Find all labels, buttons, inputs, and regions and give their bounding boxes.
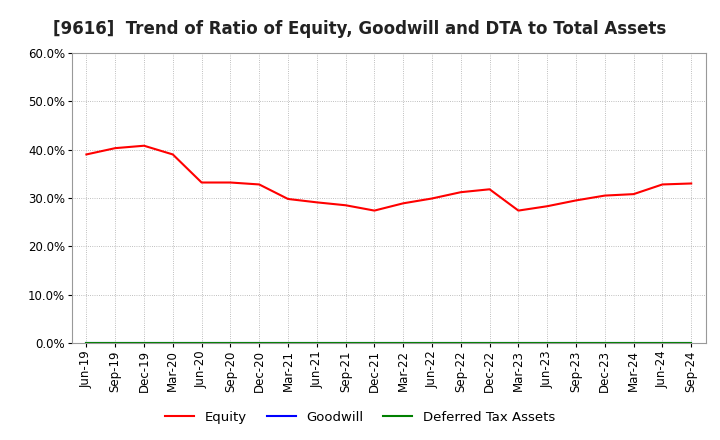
Deferred Tax Assets [341, 341, 350, 346]
Equity [629, 191, 638, 197]
Equity [572, 198, 580, 203]
Goodwill [226, 341, 235, 346]
Legend: Equity, Goodwill, Deferred Tax Assets: Equity, Goodwill, Deferred Tax Assets [160, 405, 560, 429]
Deferred Tax Assets [111, 341, 120, 346]
Goodwill [629, 341, 638, 346]
Deferred Tax Assets [312, 341, 321, 346]
Text: [9616]  Trend of Ratio of Equity, Goodwill and DTA to Total Assets: [9616] Trend of Ratio of Equity, Goodwil… [53, 20, 667, 38]
Goodwill [514, 341, 523, 346]
Equity [197, 180, 206, 185]
Deferred Tax Assets [456, 341, 465, 346]
Line: Equity: Equity [86, 146, 691, 211]
Equity [111, 146, 120, 151]
Equity [140, 143, 148, 148]
Equity [485, 187, 494, 192]
Goodwill [82, 341, 91, 346]
Goodwill [341, 341, 350, 346]
Goodwill [543, 341, 552, 346]
Deferred Tax Assets [226, 341, 235, 346]
Deferred Tax Assets [82, 341, 91, 346]
Equity [168, 152, 177, 157]
Goodwill [255, 341, 264, 346]
Equity [284, 196, 292, 202]
Goodwill [312, 341, 321, 346]
Deferred Tax Assets [485, 341, 494, 346]
Equity [226, 180, 235, 185]
Equity [312, 200, 321, 205]
Deferred Tax Assets [284, 341, 292, 346]
Equity [687, 181, 696, 186]
Deferred Tax Assets [255, 341, 264, 346]
Equity [370, 208, 379, 213]
Equity [514, 208, 523, 213]
Goodwill [485, 341, 494, 346]
Goodwill [168, 341, 177, 346]
Goodwill [284, 341, 292, 346]
Deferred Tax Assets [514, 341, 523, 346]
Goodwill [399, 341, 408, 346]
Deferred Tax Assets [687, 341, 696, 346]
Equity [82, 152, 91, 157]
Goodwill [658, 341, 667, 346]
Goodwill [600, 341, 609, 346]
Deferred Tax Assets [629, 341, 638, 346]
Equity [428, 196, 436, 201]
Equity [341, 202, 350, 208]
Goodwill [687, 341, 696, 346]
Deferred Tax Assets [658, 341, 667, 346]
Equity [399, 201, 408, 206]
Goodwill [140, 341, 148, 346]
Goodwill [370, 341, 379, 346]
Goodwill [428, 341, 436, 346]
Deferred Tax Assets [140, 341, 148, 346]
Deferred Tax Assets [168, 341, 177, 346]
Deferred Tax Assets [399, 341, 408, 346]
Goodwill [111, 341, 120, 346]
Goodwill [197, 341, 206, 346]
Deferred Tax Assets [428, 341, 436, 346]
Goodwill [572, 341, 580, 346]
Deferred Tax Assets [370, 341, 379, 346]
Deferred Tax Assets [197, 341, 206, 346]
Equity [543, 204, 552, 209]
Deferred Tax Assets [543, 341, 552, 346]
Deferred Tax Assets [600, 341, 609, 346]
Deferred Tax Assets [572, 341, 580, 346]
Equity [658, 182, 667, 187]
Equity [255, 182, 264, 187]
Equity [600, 193, 609, 198]
Goodwill [456, 341, 465, 346]
Equity [456, 190, 465, 195]
